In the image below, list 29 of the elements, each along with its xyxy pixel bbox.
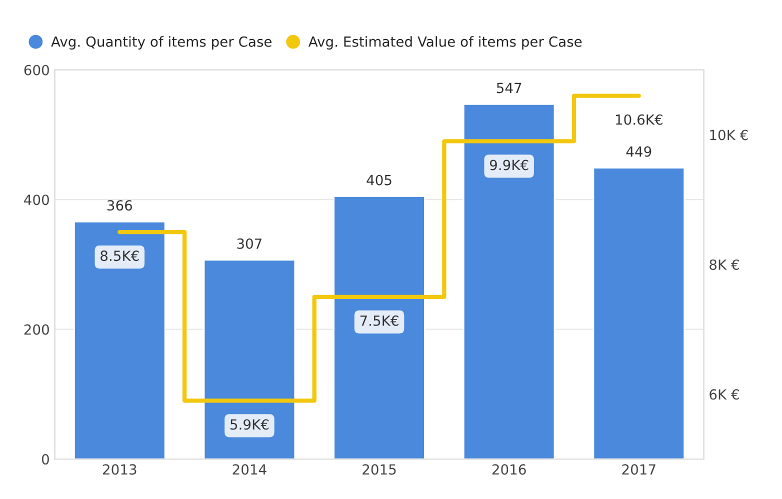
y-tick-label: 0 (42, 454, 49, 465)
data-label: 7.5K€ (360, 315, 398, 326)
data-label: 9.9K€ (490, 160, 528, 170)
data-label: 547 (496, 82, 522, 94)
x-tick-label: 2017 (622, 464, 656, 475)
x-tick-label: 2015 (362, 464, 396, 475)
data-label: 366 (107, 200, 132, 211)
data-label: 449 (626, 146, 652, 157)
bar (592, 167, 686, 460)
x-tick-label: 2014 (232, 464, 266, 475)
x-tick-label: 2016 (492, 464, 526, 475)
bar (74, 220, 166, 460)
y2-tick-label: 6K € (710, 389, 739, 400)
bar (203, 259, 296, 460)
data-label: 10.6K€ (616, 114, 662, 125)
y2-tick-label: 10K € (710, 130, 748, 140)
y-tick-label: 400 (24, 194, 49, 206)
y2-tick-label: 8K € (710, 259, 739, 270)
data-label: 405 (366, 174, 392, 186)
legend-label: Avg. Quantity of items per Case (51, 36, 272, 50)
x-tick-label: 2013 (102, 464, 136, 475)
y-tick-label: 200 (24, 324, 49, 335)
legend-label: Avg. Estimated Value of items per Case (308, 36, 582, 50)
data-label: 5.9K€ (230, 419, 269, 430)
data-label: 307 (237, 238, 262, 249)
y-tick-label: 600 (24, 64, 49, 76)
bar (333, 196, 426, 460)
bar (462, 104, 556, 460)
data-label: 8.5K€ (100, 250, 139, 262)
